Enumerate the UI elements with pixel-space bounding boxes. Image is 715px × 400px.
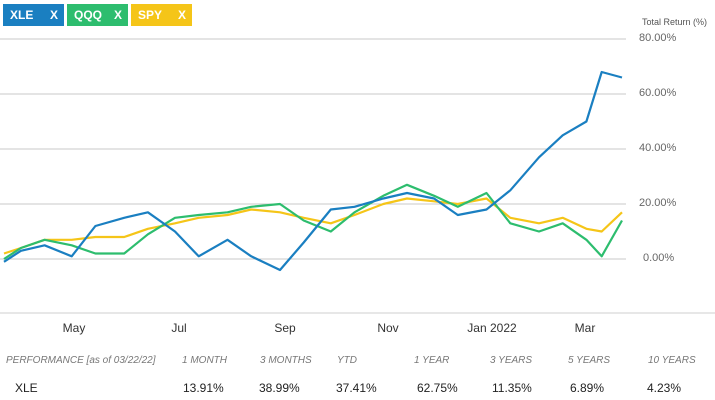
x-tick-label: Jan 2022: [467, 321, 517, 335]
row-value: 13.91%: [183, 381, 224, 395]
chip-label: QQQ: [74, 8, 103, 22]
y-tick-label: 0.00%: [643, 252, 675, 264]
y-tick-label: 40.00%: [639, 142, 677, 154]
column-header: 3 MONTHS: [260, 355, 312, 366]
row-value: 4.23%: [647, 381, 682, 395]
y-tick-label: 60.00%: [639, 87, 677, 99]
row-value: 62.75%: [417, 381, 458, 395]
column-header: 3 YEARS: [490, 355, 533, 366]
x-tick-label: Nov: [377, 321, 399, 335]
x-tick-label: Sep: [274, 321, 296, 335]
x-tick-label: Jul: [171, 321, 187, 335]
y-axis-title: Total Return (%): [641, 17, 707, 27]
column-header: 10 YEARS: [648, 355, 696, 366]
series-line-xle: [3, 70, 623, 272]
series-chips: XLE X QQQ X SPY X: [3, 4, 192, 26]
row-value: 37.41%: [336, 381, 377, 395]
column-header: 1 MONTH: [182, 355, 227, 366]
column-header: 1 YEAR: [414, 355, 450, 366]
close-icon[interactable]: X: [177, 8, 186, 22]
x-tick-label: Mar: [574, 321, 596, 335]
close-icon[interactable]: X: [49, 8, 58, 22]
chart-plot: [0, 38, 715, 314]
chip-qqq[interactable]: QQQ X: [67, 4, 128, 26]
column-header: YTD: [337, 355, 357, 366]
row-value: 6.89%: [570, 381, 605, 395]
table-row: XLE 13.91% 38.99% 37.41% 62.75% 11.35% 6…: [0, 381, 715, 395]
row-ticker: XLE: [15, 381, 38, 395]
series-line-spy: [3, 197, 623, 255]
performance-title: PERFORMANCE [as of 03/22/22]: [6, 355, 156, 366]
series-lines: [3, 70, 623, 272]
x-tick-label: May: [62, 321, 86, 335]
chip-label: SPY: [138, 8, 163, 22]
chip-spy[interactable]: SPY X: [131, 4, 192, 26]
y-tick-label: 20.00%: [639, 197, 677, 209]
performance-header: PERFORMANCE [as of 03/22/22] 1 MONTH 3 M…: [0, 355, 715, 369]
chip-xle[interactable]: XLE X: [3, 4, 64, 26]
close-icon[interactable]: X: [113, 8, 122, 22]
y-tick-label: 80.00%: [639, 32, 677, 44]
row-value: 38.99%: [259, 381, 300, 395]
chip-label: XLE: [10, 8, 34, 22]
column-header: 5 YEARS: [568, 355, 611, 366]
gridlines: [0, 38, 715, 314]
row-value: 11.35%: [492, 381, 532, 395]
